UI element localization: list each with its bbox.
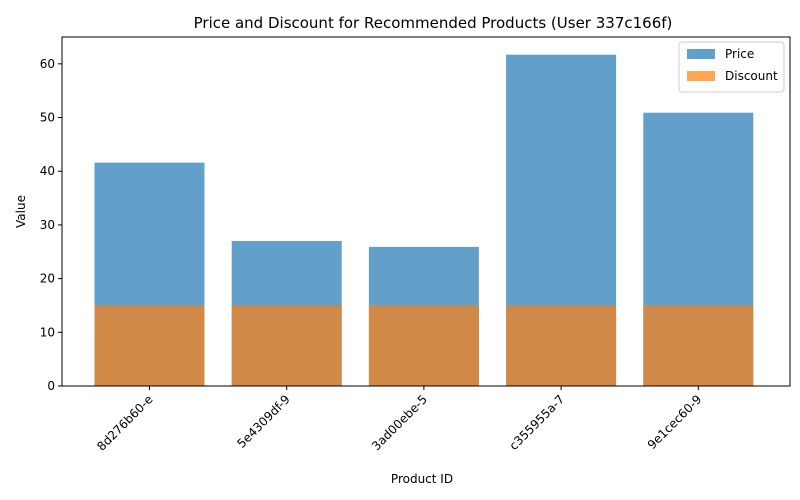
- y-tick-label: 30: [40, 218, 55, 232]
- chart-title: Price and Discount for Recommended Produ…: [194, 14, 673, 32]
- bars-layer: [94, 54, 754, 387]
- discount-bar: [368, 305, 479, 386]
- discount-bar: [94, 305, 205, 386]
- legend-label-price: Price: [725, 47, 754, 61]
- x-axis-label: Product ID: [391, 472, 453, 486]
- y-tick-label: 0: [47, 379, 55, 393]
- y-tick-label: 10: [40, 325, 55, 339]
- y-tick-label: 60: [40, 57, 55, 71]
- plot-frame: [61, 36, 791, 387]
- y-tick-label: 20: [40, 272, 55, 286]
- discount-bar: [506, 305, 617, 386]
- y-axis-label: Value: [14, 195, 28, 228]
- legend-swatch-discount: [687, 71, 715, 81]
- legend: Price Discount: [678, 41, 785, 93]
- discount-bar: [231, 305, 342, 386]
- legend-label-discount: Discount: [725, 69, 778, 83]
- y-tick-label: 50: [40, 111, 55, 125]
- discount-bar: [643, 305, 754, 386]
- y-tick-label: 40: [40, 164, 55, 178]
- y-axis: 0 10 20 30 40 50 60: [40, 57, 62, 393]
- legend-swatch-price: [687, 49, 715, 59]
